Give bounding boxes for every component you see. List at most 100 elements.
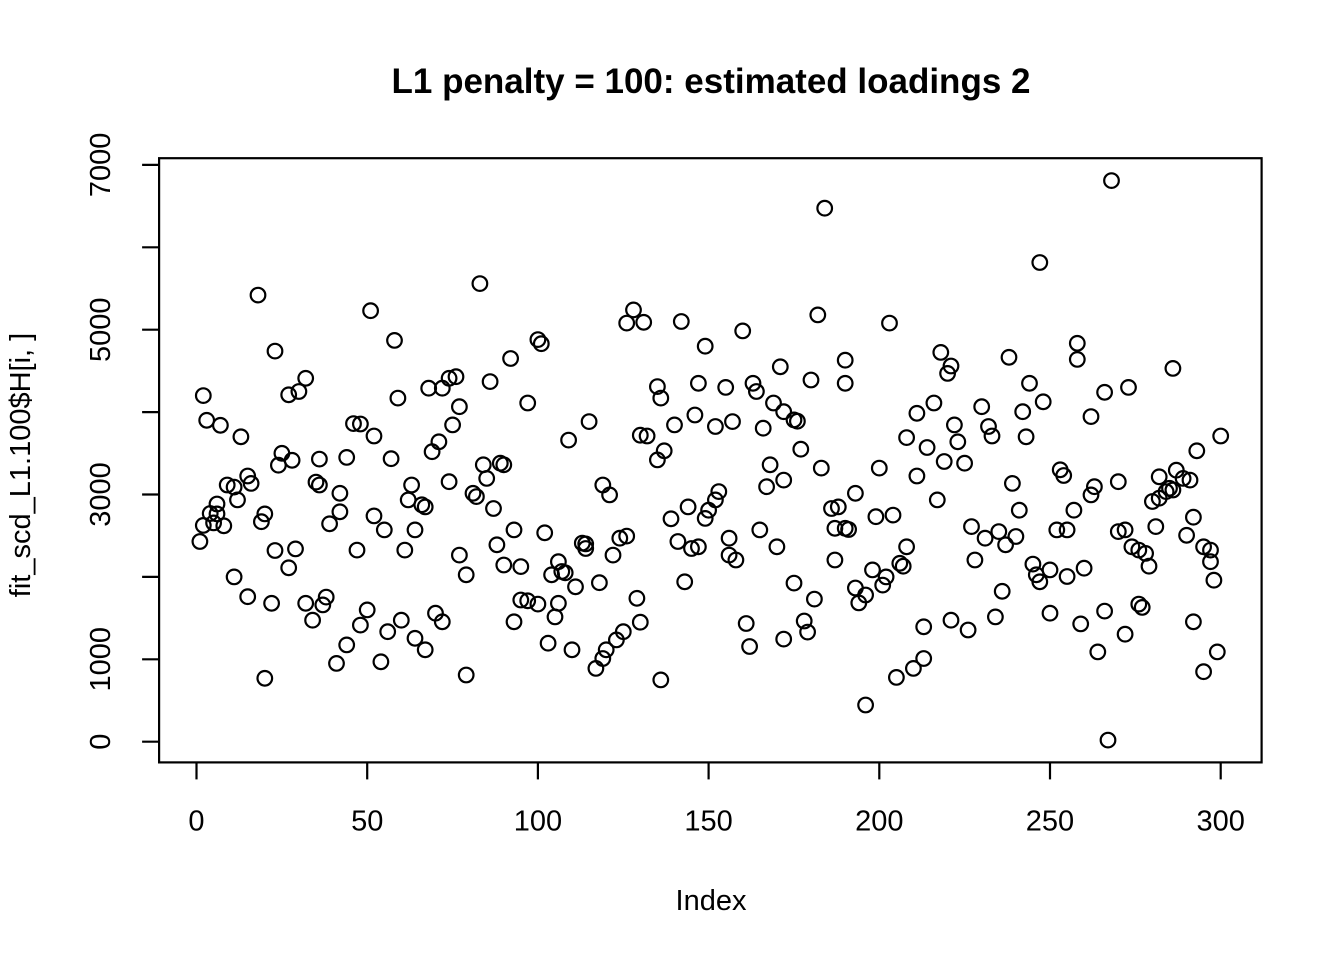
- data-point: [826, 551, 844, 569]
- y-axis-tick-labels: 0 1000 3000 5000 7000: [85, 133, 117, 750]
- data-point: [232, 428, 250, 446]
- data-point: [1041, 604, 1059, 622]
- data-point: [696, 337, 714, 355]
- data-point: [884, 506, 902, 524]
- data-point: [932, 344, 950, 361]
- data-point: [287, 540, 304, 558]
- data-point: [311, 476, 328, 494]
- data-point: [1133, 599, 1151, 616]
- data-point: [280, 386, 298, 404]
- data-point: [836, 351, 854, 369]
- data-point: [976, 529, 994, 547]
- data-point: [847, 484, 864, 502]
- data-point: [256, 669, 274, 687]
- data-point: [775, 403, 793, 421]
- data-point: [918, 439, 936, 456]
- data-point: [1188, 442, 1206, 460]
- data-point: [1089, 643, 1107, 661]
- data-point: [433, 613, 451, 631]
- data-point: [1178, 526, 1195, 544]
- data-point: [485, 500, 502, 517]
- data-point: [857, 696, 874, 714]
- data-point: [280, 559, 298, 577]
- data-point: [1109, 473, 1127, 491]
- data-point: [1034, 393, 1052, 411]
- data-point: [338, 636, 356, 654]
- data-point: [1164, 481, 1182, 499]
- data-point: [864, 561, 881, 579]
- data-point: [973, 398, 991, 416]
- data-point: [550, 594, 567, 612]
- data-point: [529, 331, 547, 349]
- data-point: [754, 419, 772, 437]
- data-point: [1096, 602, 1113, 620]
- y-axis-ticks: [142, 163, 160, 743]
- data-point: [1065, 501, 1083, 519]
- data-point: [935, 453, 953, 470]
- data-point: [512, 591, 530, 609]
- data-point: [775, 471, 793, 489]
- data-point: [990, 523, 1008, 540]
- data-point: [567, 578, 584, 596]
- data-point: [1195, 663, 1212, 681]
- data-point: [1048, 521, 1066, 539]
- data-point: [1021, 374, 1038, 392]
- data-point: [314, 596, 332, 614]
- data-point: [519, 592, 537, 610]
- data-point: [669, 533, 687, 550]
- data-point: [727, 551, 745, 569]
- data-point: [375, 521, 393, 539]
- data-point: [1010, 501, 1028, 519]
- y-tick-label: 0: [85, 734, 117, 750]
- data-point: [724, 413, 741, 431]
- data-point: [908, 467, 926, 485]
- data-point: [966, 551, 984, 569]
- data-point: [416, 641, 434, 659]
- data-point: [618, 314, 636, 332]
- data-point: [614, 623, 632, 641]
- data-point: [789, 412, 806, 430]
- x-axis-tick-labels: 0 50 100 150 200 250 300: [188, 805, 1244, 837]
- data-point: [392, 611, 410, 629]
- data-point: [720, 529, 738, 547]
- data-point: [1120, 379, 1137, 396]
- data-point: [1157, 483, 1175, 501]
- data-point: [591, 574, 608, 592]
- data-point: [546, 608, 564, 626]
- x-tick-label: 250: [1026, 805, 1074, 837]
- data-point: [601, 486, 618, 504]
- data-point: [211, 416, 229, 434]
- data-point: [218, 476, 236, 494]
- data-point: [457, 566, 475, 584]
- data-point: [983, 427, 1001, 445]
- plot-frame: [158, 157, 1263, 764]
- data-point: [792, 440, 810, 458]
- data-point: [505, 613, 523, 631]
- x-axis-ticks: [195, 762, 1222, 780]
- data-point: [1041, 561, 1059, 579]
- data-point: [205, 514, 223, 532]
- data-point: [389, 389, 407, 407]
- data-point: [662, 510, 680, 528]
- data-point: [611, 529, 629, 547]
- data-point: [403, 476, 421, 494]
- data-point: [836, 374, 854, 392]
- data-point: [229, 491, 246, 509]
- data-point: [1055, 467, 1073, 484]
- data-point: [898, 429, 915, 447]
- data-point: [734, 322, 752, 340]
- data-point: [358, 601, 376, 619]
- data-point: [765, 394, 782, 412]
- data-point: [580, 413, 598, 431]
- data-point: [1082, 408, 1100, 426]
- data-point: [1017, 428, 1035, 446]
- data-point: [744, 374, 762, 392]
- data-point: [191, 533, 209, 550]
- data-point: [891, 554, 909, 572]
- data-point: [505, 521, 523, 539]
- y-tick-label: 7000: [85, 133, 117, 198]
- data-point: [980, 418, 997, 435]
- data-point: [194, 387, 212, 405]
- data-point: [997, 536, 1014, 554]
